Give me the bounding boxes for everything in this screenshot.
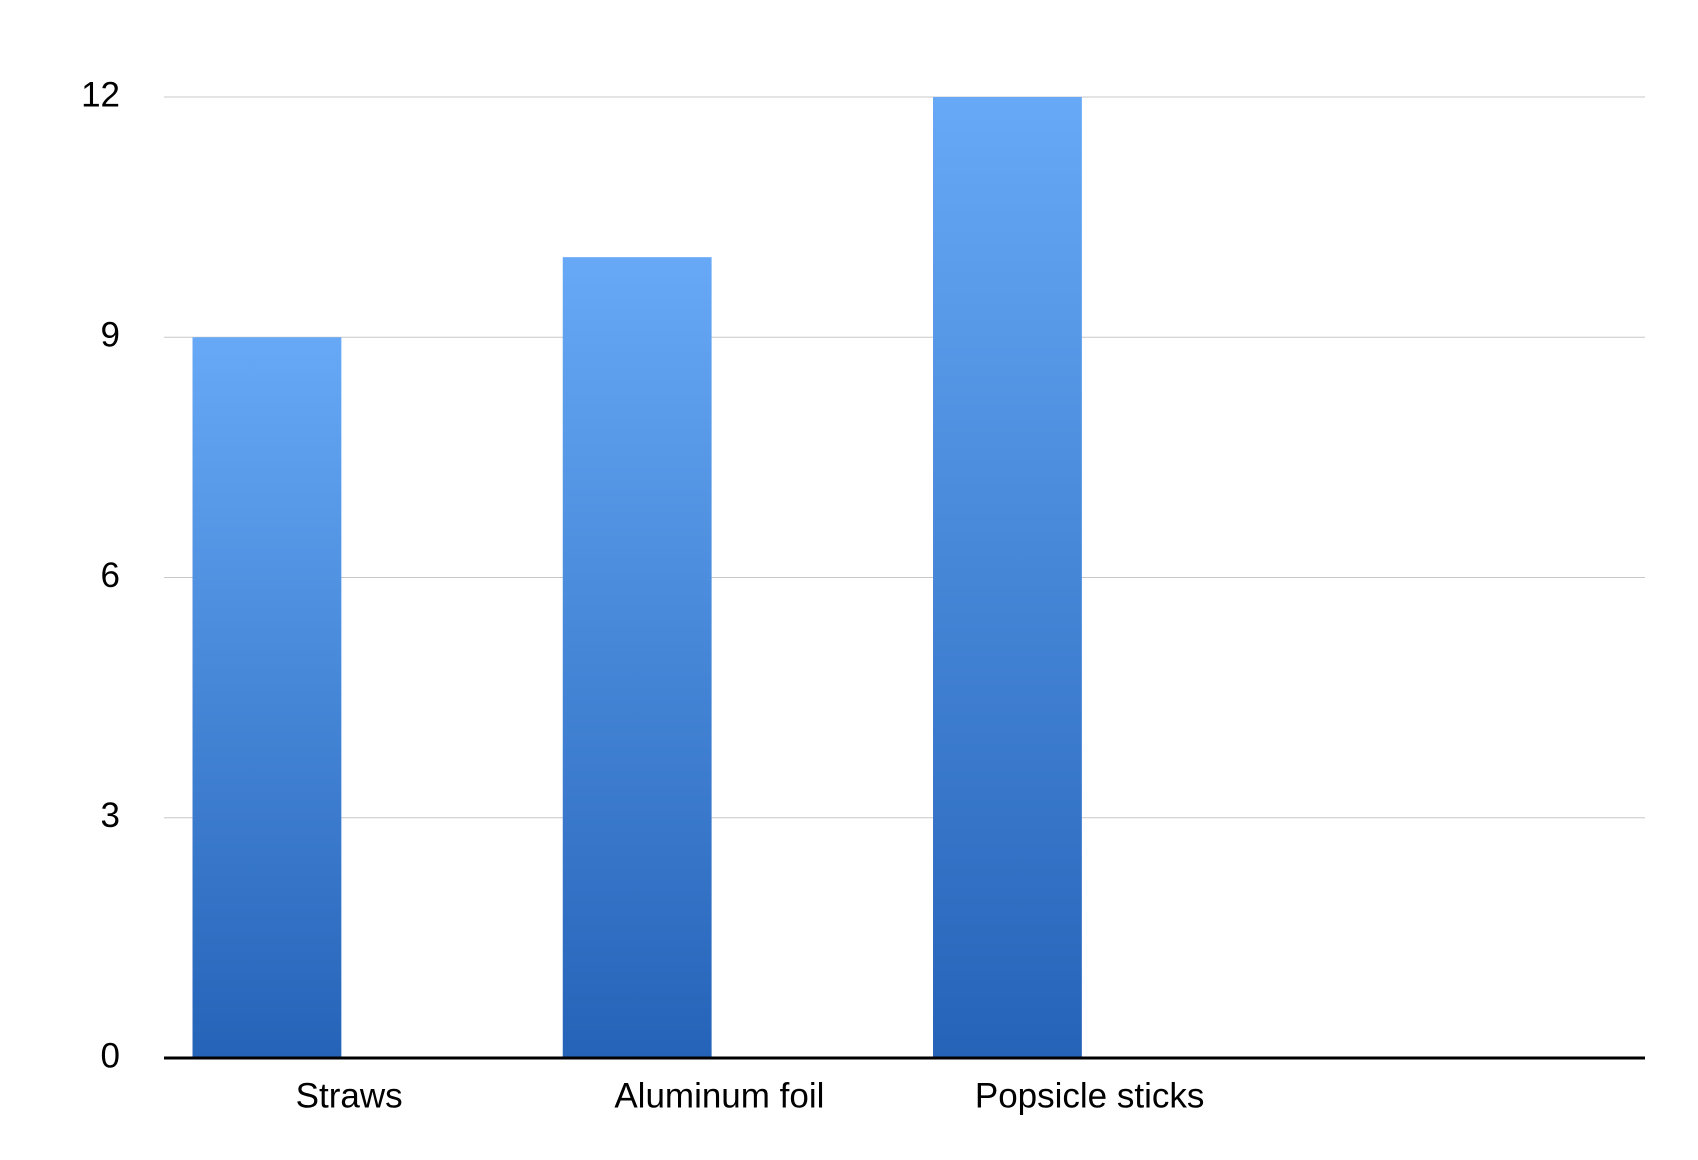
y-tick-label: 3 — [101, 796, 120, 835]
y-tick-label: 6 — [101, 556, 120, 595]
x-tick-label: Aluminum foil — [614, 1076, 824, 1115]
y-tick-label: 0 — [101, 1036, 120, 1075]
x-tick-label: Straws — [296, 1076, 403, 1115]
y-tick-label: 9 — [101, 316, 120, 355]
bar — [192, 337, 342, 1058]
bar — [933, 97, 1082, 1058]
x-tick-label: Popsicle sticks — [975, 1076, 1205, 1115]
bar — [562, 257, 712, 1059]
y-tick-label: 12 — [81, 75, 120, 114]
